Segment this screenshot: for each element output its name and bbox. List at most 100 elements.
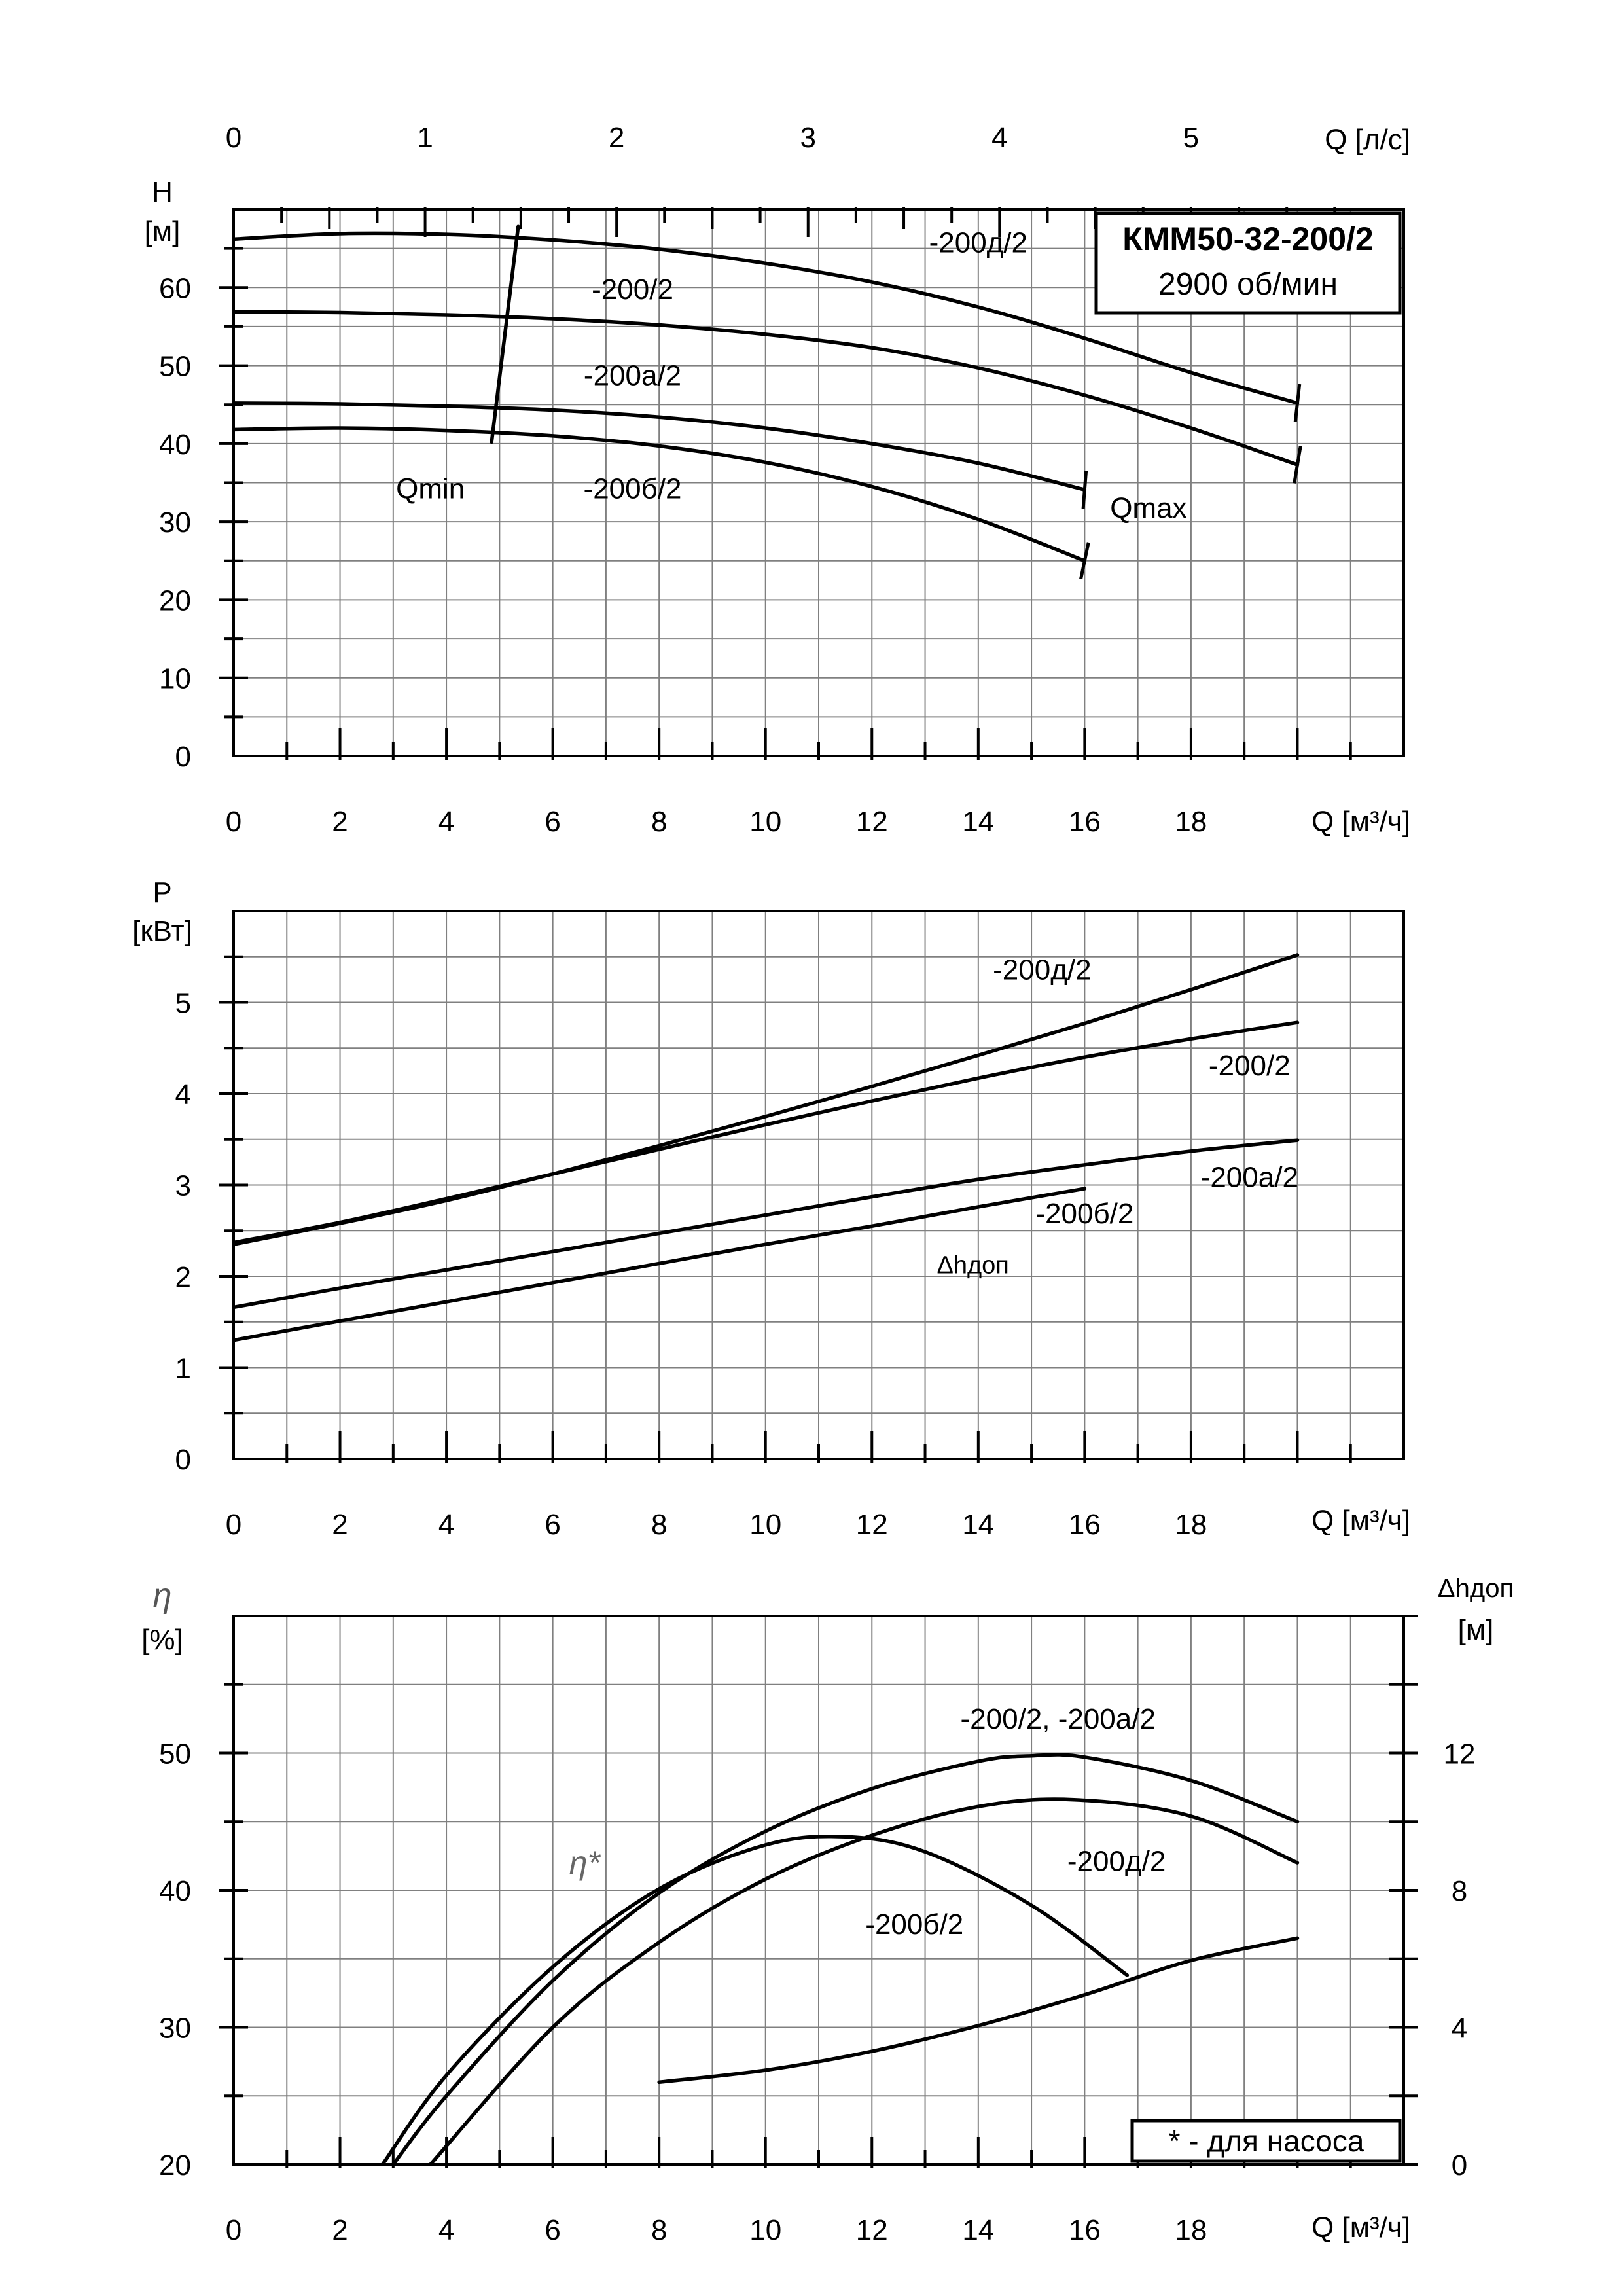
series-line [232, 1020, 1300, 1245]
efficiency-x-tick-label: 6 [544, 2214, 560, 2246]
head-x-tick-label: 14 [962, 806, 994, 838]
head-x-tick-label: 10 [749, 806, 781, 838]
npsh-y-axis-unit: [м] [1458, 1614, 1494, 1646]
qmin-line [490, 224, 520, 444]
power-chart: 0 1 2 3 4 5 0 2 4 6 8 10 12 14 16 18 Q [… [132, 876, 1410, 1541]
series-line [232, 231, 1300, 405]
top-axis-tick-label: 0 [226, 122, 241, 154]
power-x-tick-label: 18 [1175, 1509, 1207, 1541]
efficiency-y-tick-label: 20 [159, 2149, 191, 2181]
footnote-box: * - для насоса [1130, 2119, 1402, 2163]
efficiency-y-tick-label: 50 [159, 1738, 191, 1770]
head-x-tick-label: 6 [544, 806, 560, 838]
eta-star-label: η* [569, 1844, 601, 1881]
head-y-tick-labels: 0 10 20 30 40 50 60 [159, 272, 191, 773]
efficiency-y-tick-labels: 20 30 40 50 [159, 1738, 191, 2182]
efficiency-series-labels: -200/2, -200а/2 -200д/2 -200б/2 Δhдоп [865, 1251, 1166, 1941]
power-x-tick-labels: 0 2 4 6 8 10 12 14 16 18 [226, 1509, 1207, 1541]
head-series-labels: -200д/2 -200/2 -200а/2 -200б/2 [584, 227, 1027, 505]
npsh-y-tick-label: 4 [1452, 2013, 1467, 2045]
power-y-tick-label: 3 [175, 1170, 191, 1202]
efficiency-chart: 20 30 40 50 0 4 8 12 0 2 4 6 8 10 12 14 … [141, 1251, 1514, 2246]
efficiency-x-tick-label: 8 [651, 2214, 667, 2246]
power-y-axis-unit: [кВт] [132, 915, 192, 947]
qmin-label: Qmin [396, 473, 465, 505]
model-name: КММ50-32-200/2 [1122, 221, 1373, 257]
head-y-tick-label: 0 [175, 741, 191, 773]
power-x-tick-label: 0 [226, 1509, 241, 1541]
series-label-200a2: -200а/2 [1201, 1161, 1298, 1193]
efficiency-y-axis-unit: [%] [141, 1624, 183, 1656]
power-x-axis-title: Q [м³/ч] [1311, 1505, 1410, 1537]
series-label-200-200a2: -200/2, -200а/2 [961, 1703, 1156, 1735]
power-x-tick-label: 2 [332, 1509, 348, 1541]
npsh-y-tick-label: 8 [1452, 1875, 1467, 1907]
head-series [232, 224, 1302, 580]
power-y-axis-title: P [152, 876, 171, 908]
efficiency-x-tick-label: 0 [226, 2214, 241, 2246]
head-x-tick-label: 16 [1069, 806, 1101, 838]
power-series-labels: -200д/2 -200/2 -200а/2 -200б/2 [993, 954, 1298, 1230]
series-line [657, 1936, 1300, 2085]
qmax-label: Qmax [1110, 492, 1186, 524]
series-label-200d2: -200д/2 [993, 954, 1091, 986]
power-y-tick-label: 2 [175, 1261, 191, 1293]
series-label-200d2: -200д/2 [1067, 1846, 1166, 1878]
series-label-200b2: -200б/2 [1035, 1198, 1133, 1230]
head-x-tick-label: 0 [226, 806, 241, 838]
series-line [391, 1753, 1300, 2166]
efficiency-x-tick-label: 10 [749, 2214, 781, 2246]
qmax-marker [1081, 470, 1088, 509]
efficiency-x-tick-label: 4 [438, 2214, 454, 2246]
series-label-200b2: -200б/2 [584, 473, 682, 505]
efficiency-y-tick-label: 30 [159, 2013, 191, 2045]
efficiency-series [380, 1753, 1300, 2166]
power-x-tick-label: 14 [962, 1509, 994, 1541]
head-y-tick-label: 30 [159, 507, 191, 539]
footnote-text: * - для насоса [1169, 2124, 1364, 2158]
head-x-tick-label: 4 [438, 806, 454, 838]
series-line [232, 310, 1300, 467]
npsh-y-axis-title: Δhдоп [1438, 1574, 1514, 1603]
power-x-tick-label: 4 [438, 1509, 454, 1541]
series-label-200: -200/2 [1209, 1050, 1291, 1082]
efficiency-x-tick-label: 12 [856, 2214, 888, 2246]
series-label-200: -200/2 [592, 274, 673, 306]
head-x-tick-labels: 0 2 4 6 8 10 12 14 16 18 [226, 806, 1207, 838]
npsh-y-tick-labels: 0 4 8 12 [1444, 1738, 1476, 2182]
head-chart: 0 10 20 30 40 50 60 0 2 4 6 8 10 12 14 1… [145, 122, 1410, 838]
head-x-axis-title: Q [м³/ч] [1311, 806, 1410, 838]
series-line [232, 1187, 1087, 1342]
series-line [232, 401, 1087, 492]
qmax-marker [1293, 384, 1302, 422]
power-x-tick-label: 10 [749, 1509, 781, 1541]
top-axis-tick-label: 1 [417, 122, 433, 154]
efficiency-x-axis-title: Q [м³/ч] [1311, 2212, 1410, 2244]
efficiency-x-tick-label: 2 [332, 2214, 348, 2246]
head-top-tick-labels: 0 1 2 3 4 5 [226, 122, 1199, 154]
head-y-axis-unit: [м] [145, 215, 181, 247]
head-y-axis-title: H [152, 176, 173, 208]
series-line [232, 426, 1087, 563]
power-series [232, 953, 1300, 1342]
power-y-tick-label: 1 [175, 1353, 191, 1385]
top-axis-tick-label: 4 [991, 122, 1007, 154]
efficiency-x-tick-label: 14 [962, 2214, 994, 2246]
series-label-200b2: -200б/2 [865, 1909, 963, 1941]
series-label-npsh: Δhдоп [936, 1251, 1008, 1279]
efficiency-x-tick-labels: 0 2 4 6 8 10 12 14 16 18 [226, 2214, 1207, 2246]
head-x-tick-label: 18 [1175, 806, 1207, 838]
power-x-tick-label: 8 [651, 1509, 667, 1541]
head-grid [234, 209, 1404, 756]
head-y-tick-label: 10 [159, 663, 191, 695]
power-grid [234, 911, 1404, 1459]
efficiency-annotations: η* [569, 1844, 601, 1881]
head-x-tick-label: 2 [332, 806, 348, 838]
qmax-marker [1293, 446, 1302, 484]
series-label-200d2: -200д/2 [929, 227, 1027, 259]
head-annotations: Qmin Qmax [396, 473, 1186, 524]
power-ticks [219, 955, 1352, 1463]
npsh-y-tick-label: 12 [1444, 1738, 1476, 1770]
top-axis-tick-label: 2 [609, 122, 624, 154]
